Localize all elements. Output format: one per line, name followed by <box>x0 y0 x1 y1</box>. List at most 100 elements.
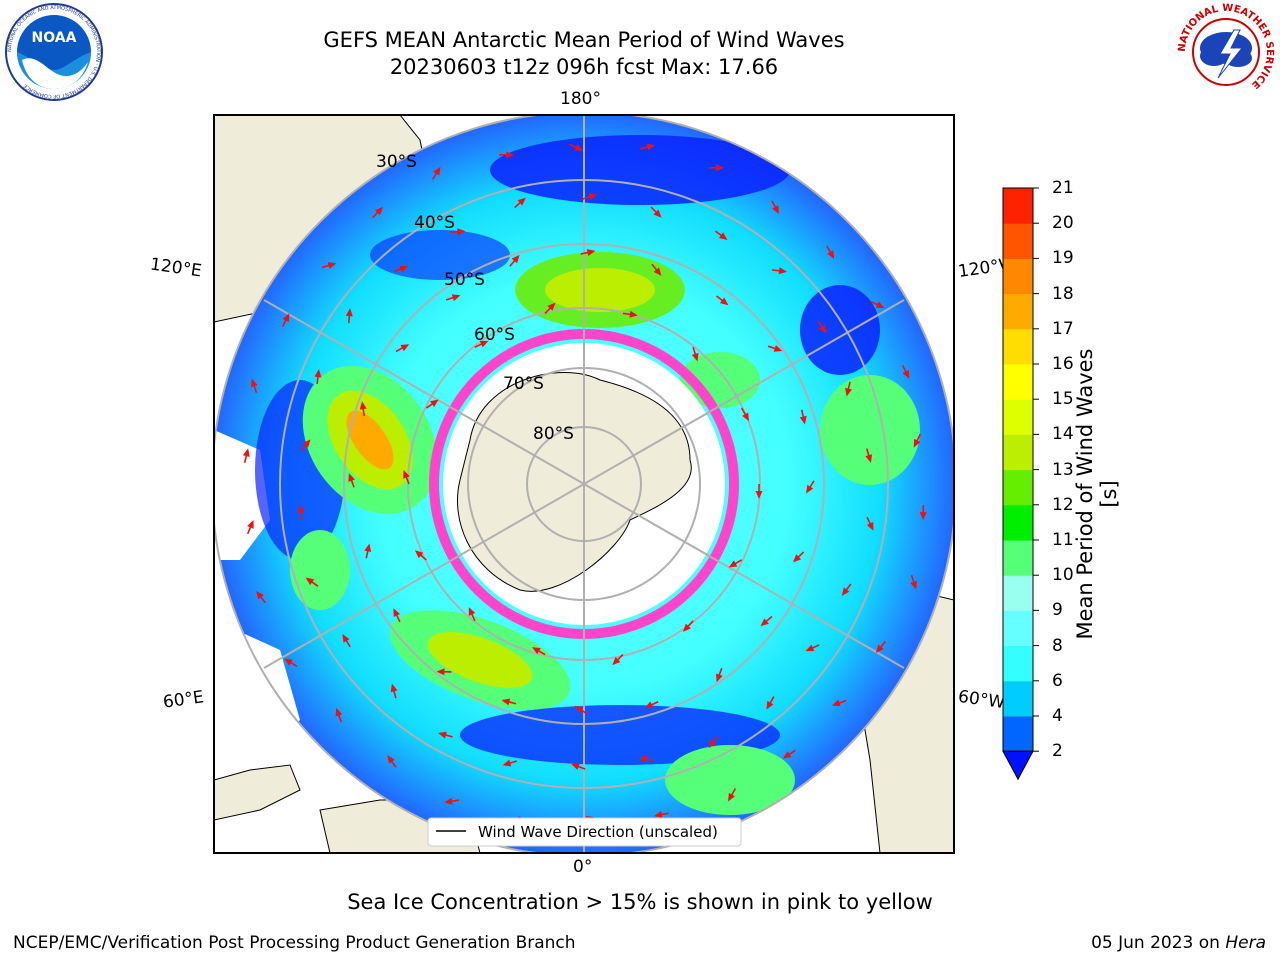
wave-direction-arrowhead <box>414 550 424 559</box>
colorbar-segment <box>1003 293 1033 330</box>
graticule <box>214 115 954 853</box>
colorbar-tick-label: 8 <box>1052 635 1063 656</box>
wave-direction-arrowhead <box>387 755 395 764</box>
lon-label-180: 180° <box>560 89 601 109</box>
lat-label-40s: 40°S <box>414 213 455 233</box>
wave-direction-arrowhead <box>708 739 717 749</box>
wave-direction-arrowhead <box>571 763 580 770</box>
wave-direction-arrowhead <box>715 164 724 172</box>
wave-direction-arrowhead <box>827 250 835 259</box>
wave-direction-arrowhead <box>612 657 621 666</box>
wave-direction-arrowhead <box>390 683 398 693</box>
wave-direction-arrowhead <box>282 313 290 322</box>
colorbar-tick-label: 13 <box>1052 459 1074 480</box>
colorbar-segment <box>1003 610 1033 647</box>
legend-label: Wind Wave Direction (unscaled) <box>478 823 718 841</box>
wave-direction-arrowhead <box>342 634 350 643</box>
colorbar-segment <box>1003 188 1033 224</box>
lon-label-0: 0° <box>573 857 593 877</box>
wave-direction-arrowhead <box>297 504 305 513</box>
map-frame <box>213 114 955 854</box>
lat-label-50s: 50°S <box>444 270 485 290</box>
colorbar-segment <box>1003 504 1033 541</box>
footer-date: 05 Jun 2023 on <box>1091 933 1226 953</box>
colorbar-tick-label: 18 <box>1052 283 1074 304</box>
wave-direction-arrowhead <box>574 705 584 714</box>
wave-direction-arrowhead <box>444 797 453 805</box>
colorbar-tick-label: 6 <box>1052 670 1063 691</box>
colorbar-segment <box>1003 434 1033 471</box>
wave-direction-arrowhead <box>805 644 815 652</box>
wave-direction-arrowhead <box>574 144 584 151</box>
chart-title: GEFS MEAN Antarctic Mean Period of Wind … <box>323 28 845 52</box>
wave-direction-arrowhead <box>451 294 461 302</box>
wave-direction-arrowhead <box>479 340 489 348</box>
colorbar-tick-label: 19 <box>1052 248 1074 269</box>
colorbar-segment <box>1003 575 1033 611</box>
noaa-logo: NOAA NATIONAL OCEANIC AND ATMOSPHERIC AD… <box>5 3 103 101</box>
wave-direction-arrowhead <box>799 415 807 425</box>
colorbar-extend <box>1002 750 1034 781</box>
wave-direction-arrowhead <box>728 792 735 802</box>
antarctica-land <box>457 372 692 592</box>
wave-direction-arrowhead <box>433 166 441 176</box>
wave-direction-arrowhead <box>345 308 353 317</box>
wave-direction-arrowhead <box>919 512 927 521</box>
wave-direction-arrowhead <box>653 209 662 218</box>
wave-direction-arrowhead <box>866 522 874 531</box>
wave-direction-arrowhead <box>250 378 258 388</box>
colorbar-segment <box>1003 364 1033 400</box>
wave-direction-arrowhead <box>638 755 648 763</box>
colorbar-tick-label: 20 <box>1052 213 1074 234</box>
wave-direction-arrowhead <box>393 608 400 618</box>
wave-direction-arrowhead <box>436 668 445 676</box>
colorbar-tick-label: 16 <box>1052 354 1074 374</box>
wave-direction-arrowhead <box>875 644 884 654</box>
wave-direction-arrowhead <box>716 673 723 683</box>
wave-direction-arrowhead <box>468 607 476 616</box>
colorbar-segment <box>1003 328 1033 365</box>
wave-direction-arrowhead <box>305 577 315 586</box>
lat-label-30s: 30°S <box>376 152 417 172</box>
colorbar-segment <box>1003 645 1033 682</box>
colorbar-tick-label: 17 <box>1052 318 1074 339</box>
wave-direction-arrowhead <box>831 699 841 707</box>
map-legend: Wind Wave Direction (unscaled) <box>427 817 742 847</box>
wave-direction-arrowhead <box>400 344 410 352</box>
wave-direction-arrowhead <box>646 143 656 151</box>
wave-direction-arrowhead <box>718 232 728 240</box>
wave-direction-arrowhead <box>792 554 802 563</box>
wave-direction-arrowhead <box>875 301 885 308</box>
colorbar-segment <box>1003 469 1033 506</box>
colorbar-segment <box>1003 716 1033 752</box>
colorbar-segment <box>1003 399 1033 435</box>
colorbar-segment <box>1003 258 1033 295</box>
wave-direction-arrowhead <box>327 262 337 269</box>
colorbar-tick-label: 14 <box>1052 424 1074 445</box>
lat-label-80s: 80°S <box>533 424 574 444</box>
wave-direction-arrowhead <box>359 401 367 410</box>
wave-direction-arrowhead <box>653 267 662 276</box>
wave-direction-arrowhead <box>242 448 250 457</box>
wave-direction-arrowhead <box>629 310 638 318</box>
colorbar-label: Mean Period of Wind Waves [s] <box>1073 348 1121 640</box>
wave-direction-arrowhead <box>506 151 515 159</box>
wave-direction-arrowhead <box>755 491 763 499</box>
chart-subtitle: 20230603 t12z 096h fcst Max: 17.66 <box>389 55 779 79</box>
wave-direction-arrowhead <box>335 707 343 717</box>
wave-direction-arrowhead <box>547 302 556 311</box>
wave-direction-arrowhead <box>653 811 663 818</box>
wave-direction-arrowhead <box>430 399 439 407</box>
wave-direction-arrowhead <box>532 647 541 655</box>
colorbar-segment <box>1003 680 1033 717</box>
wave-direction-arrowhead <box>511 254 520 264</box>
wave-direction-arrowhead <box>502 759 512 767</box>
colorbar-tick-label: 15 <box>1052 389 1074 410</box>
wave-direction-arrowhead <box>517 197 526 206</box>
wave-direction-arrowhead <box>588 193 598 201</box>
wave-direction-arrowhead <box>913 438 921 448</box>
wave-direction-arrowhead <box>902 369 910 379</box>
wave-direction-arrowhead <box>719 297 729 306</box>
colorbar-tick-label: 2 <box>1052 741 1063 762</box>
